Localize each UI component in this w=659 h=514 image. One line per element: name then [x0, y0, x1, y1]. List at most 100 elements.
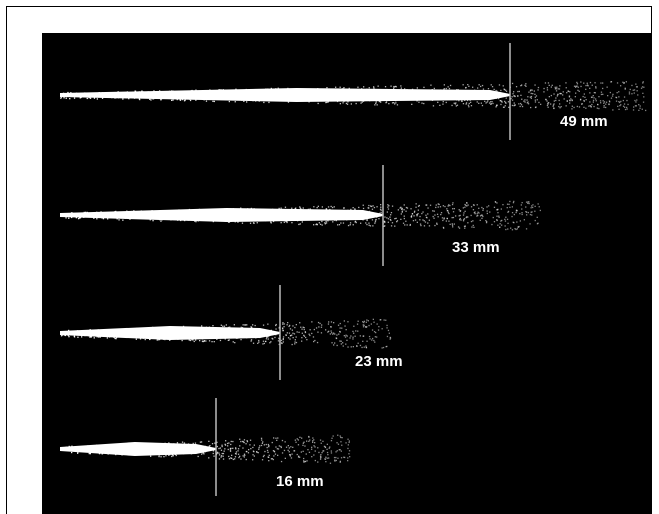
- droplet: [451, 223, 453, 225]
- droplet: [431, 89, 433, 91]
- droplet: [337, 457, 339, 459]
- droplet: [388, 205, 390, 207]
- droplet: [366, 326, 368, 328]
- droplet: [585, 88, 587, 90]
- droplet: [229, 218, 231, 220]
- droplet: [196, 219, 198, 221]
- droplet: [352, 346, 354, 348]
- droplet: [237, 213, 239, 216]
- droplet: [77, 218, 80, 220]
- droplet: [189, 98, 191, 100]
- droplet: [284, 457, 286, 459]
- droplet: [473, 212, 475, 214]
- droplet: [379, 208, 382, 210]
- droplet: [283, 221, 285, 223]
- droplet: [258, 100, 260, 102]
- droplet: [332, 435, 334, 437]
- droplet: [325, 222, 328, 224]
- droplet: [305, 453, 307, 455]
- droplet: [447, 86, 449, 88]
- droplet: [445, 220, 447, 222]
- droplet: [137, 93, 139, 95]
- droplet: [274, 453, 277, 455]
- droplet: [229, 326, 231, 328]
- droplet: [462, 214, 465, 216]
- droplet: [286, 92, 288, 94]
- droplet: [138, 449, 140, 451]
- droplet: [440, 89, 442, 91]
- droplet: [456, 104, 459, 106]
- droplet: [180, 448, 182, 450]
- droplet: [240, 208, 242, 211]
- droplet: [218, 447, 220, 450]
- droplet: [220, 219, 222, 221]
- droplet: [400, 218, 402, 220]
- droplet: [391, 222, 394, 224]
- droplet: [115, 94, 117, 96]
- droplet: [260, 332, 262, 334]
- droplet: [511, 99, 514, 101]
- droplet: [497, 212, 499, 214]
- droplet: [482, 88, 485, 90]
- droplet: [352, 224, 354, 226]
- droplet: [99, 451, 101, 453]
- droplet: [309, 329, 311, 331]
- droplet: [222, 209, 224, 211]
- droplet: [147, 96, 150, 98]
- droplet: [136, 334, 139, 336]
- droplet: [232, 93, 234, 95]
- droplet: [279, 211, 281, 213]
- droplet: [484, 100, 486, 102]
- droplet: [164, 447, 166, 449]
- droplet: [313, 224, 315, 226]
- droplet: [150, 214, 152, 216]
- droplet: [387, 329, 390, 332]
- droplet: [410, 215, 412, 218]
- droplet: [342, 342, 344, 344]
- droplet: [73, 213, 75, 216]
- droplet: [106, 215, 108, 217]
- droplet: [115, 212, 117, 215]
- droplet: [211, 341, 213, 343]
- droplet: [182, 335, 184, 337]
- droplet: [93, 215, 95, 217]
- droplet: [548, 96, 550, 98]
- droplet: [293, 333, 296, 335]
- droplet: [369, 225, 372, 227]
- droplet: [63, 97, 65, 99]
- droplet: [583, 82, 585, 84]
- droplet: [534, 84, 536, 86]
- droplet: [238, 210, 240, 212]
- droplet: [527, 201, 529, 203]
- droplet: [138, 98, 140, 100]
- droplet: [101, 333, 103, 335]
- droplet: [493, 206, 496, 208]
- droplet: [595, 86, 597, 88]
- droplet: [642, 82, 644, 84]
- droplet: [336, 450, 338, 452]
- droplet: [337, 434, 339, 436]
- droplet: [458, 96, 460, 98]
- droplet: [526, 102, 528, 104]
- droplet: [105, 215, 107, 217]
- droplet: [303, 335, 306, 337]
- droplet: [582, 95, 584, 98]
- droplet: [417, 213, 419, 215]
- droplet: [169, 214, 171, 216]
- droplet: [212, 325, 214, 327]
- droplet: [470, 90, 472, 92]
- droplet: [133, 211, 135, 213]
- droplet: [274, 216, 277, 218]
- droplet: [462, 207, 464, 209]
- droplet: [143, 215, 145, 218]
- droplet: [585, 84, 587, 87]
- droplet: [201, 325, 203, 327]
- droplet: [248, 98, 250, 100]
- droplet: [427, 222, 429, 224]
- droplet: [303, 334, 305, 336]
- droplet: [266, 89, 268, 92]
- droplet: [342, 88, 344, 91]
- droplet: [90, 449, 93, 451]
- droplet: [462, 93, 464, 95]
